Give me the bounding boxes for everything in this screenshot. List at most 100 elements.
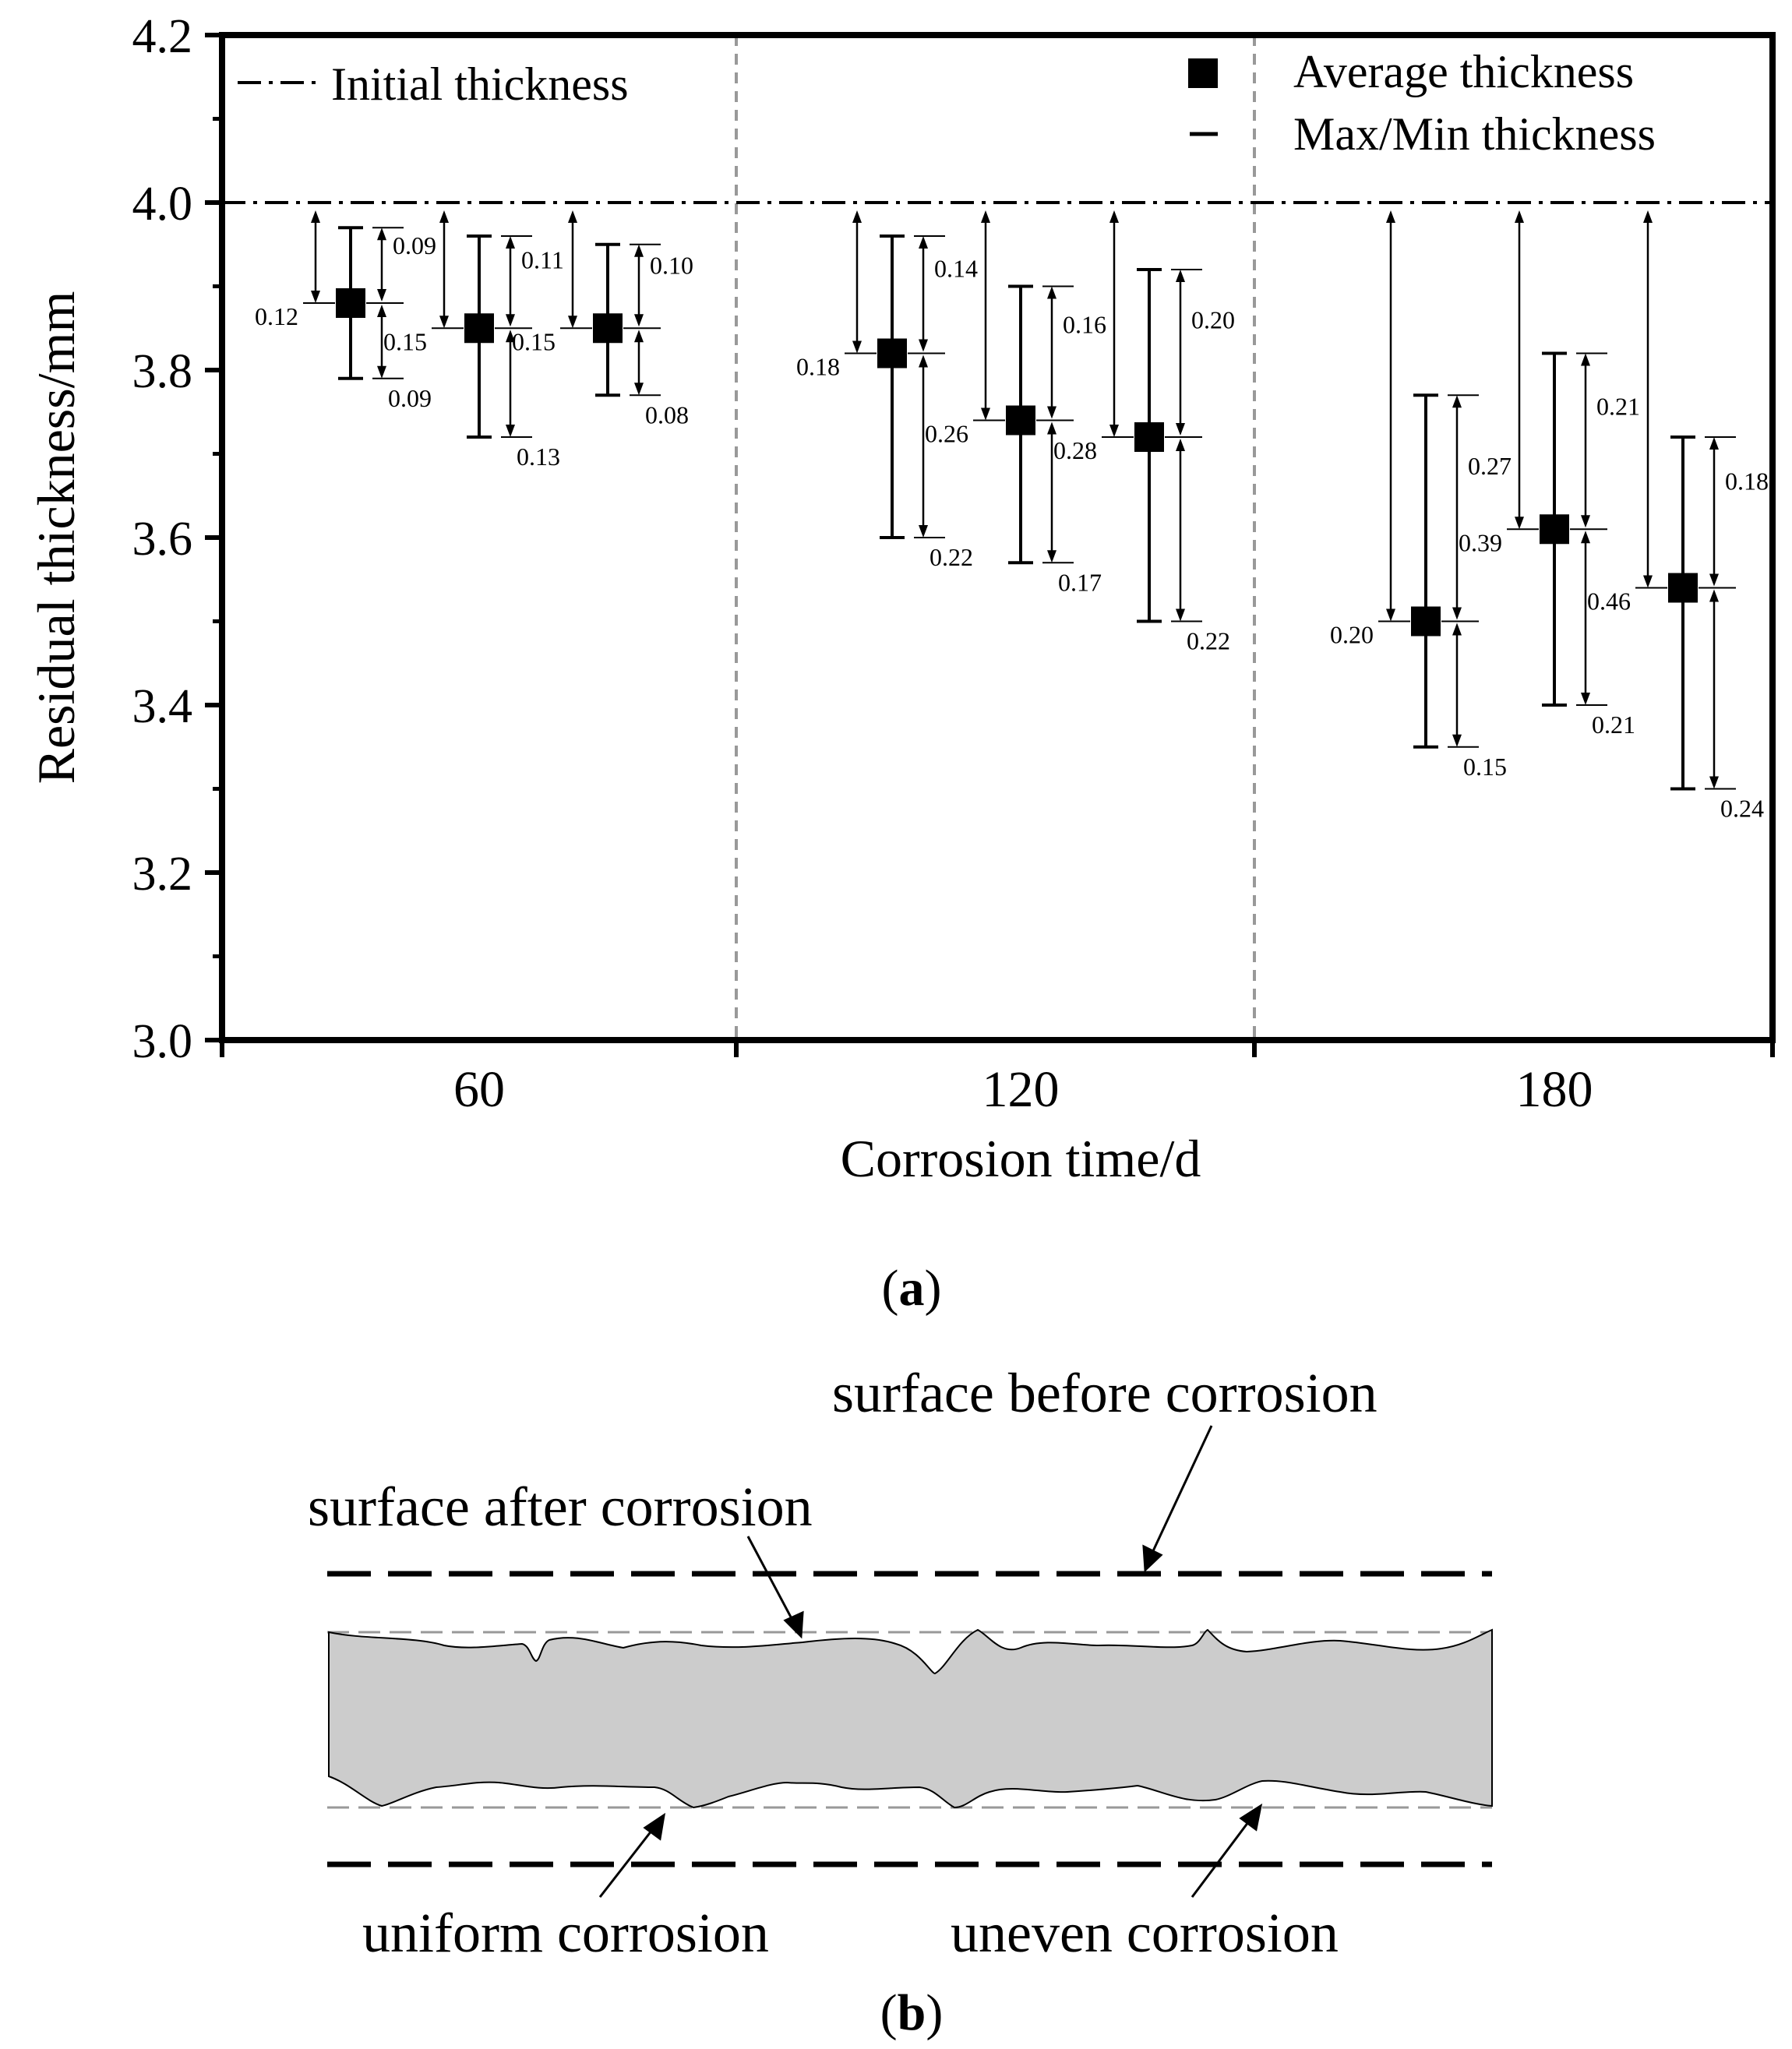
upper-deviation-label: 0.09 [393,231,436,259]
legend-maxmin-label: Max/Min thickness [1293,108,1656,160]
y-tick-label: 4.0 [132,178,193,231]
arrowhead-up [1386,210,1395,223]
double-arrow [919,354,928,538]
lower-deviation-label: 0.22 [1187,627,1230,655]
arrowhead-up [1176,439,1185,451]
arrowhead-down [1581,515,1590,528]
average-thickness-marker [877,338,907,369]
upper-deviation-label: 0.21 [1596,393,1640,421]
arrowhead-up [439,210,449,223]
arrowhead-up [981,210,990,223]
lower-deviation-label: 0.13 [517,443,560,471]
arrowhead-down [1709,776,1719,789]
arrowhead-up [634,330,644,343]
data-marks: 0.12 0.09 0.09 0.15 0.11 0.13 0.15 0.10 0.08 0.18… [255,210,1769,823]
arrowhead-up [377,305,386,317]
legend-initial-label: Initial thickness [331,58,629,110]
caption-a: (a) [882,1260,942,1317]
lower-deviation-label: 0.21 [1592,711,1635,739]
arrowhead-down [1709,573,1719,587]
average-thickness-marker [593,313,623,344]
arrowhead-up [1581,353,1590,366]
lower-deviation-label: 0.24 [1720,795,1764,823]
upper-deviation-label: 0.18 [1725,467,1769,495]
arrowhead-down [1109,425,1119,437]
sample-point-group: 0.12 0.09 0.09 [255,210,436,412]
upper-deviation-label: 0.20 [1191,305,1235,333]
lower-deviation-label: 0.15 [1463,753,1507,781]
double-arrow [1643,210,1653,588]
arrowhead-down [1176,423,1185,436]
arrowhead-down [1047,406,1057,419]
average-thickness-marker [1006,405,1035,436]
arrowhead-before [1142,1544,1163,1573]
arrowhead-uniform [643,1812,666,1841]
arrowhead-down [1386,608,1395,622]
arrowhead-down [506,425,515,437]
double-arrow [1176,270,1185,436]
arrowhead-up [1109,210,1119,223]
double-arrow [1709,589,1719,789]
double-arrow [1581,531,1590,705]
arrowhead-down [1643,575,1653,588]
y-tick-label: 3.0 [132,1015,193,1068]
arrowhead-up [1581,531,1590,544]
double-arrow [981,210,990,421]
double-arrow [1386,210,1395,622]
thickness-loss-label: 0.12 [255,302,298,330]
surface-before-label: surface before corrosion [832,1362,1378,1424]
plot-frame [219,32,1776,1043]
arrowhead-up [1643,210,1653,223]
arrowhead-up [852,210,862,223]
double-arrow [1176,439,1185,622]
arrowhead-down [377,365,386,379]
caption-b: (b) [880,1984,944,2041]
arrowhead-down [919,525,928,538]
double-arrow [634,330,644,396]
arrowhead-down [852,340,862,354]
arrowhead-down [311,291,320,303]
y-tick-label: 4.2 [132,10,193,63]
leader-line-uneven [1191,1818,1252,1898]
arrowhead-up [377,227,386,241]
arrowhead-down [568,316,577,329]
thickness-loss-label: 0.26 [925,420,968,448]
corroded-plate-section [328,1628,1493,1809]
arrowhead-up [311,210,320,223]
double-arrow [1109,210,1119,437]
y-tick-label: 3.8 [132,345,193,398]
arrowhead-down [1176,608,1185,622]
lower-deviation-label: 0.17 [1058,568,1102,596]
sample-point-group: 0.46 0.18 0.24 [1587,210,1769,823]
x-axis-title: Corrosion time/d [841,1129,1201,1188]
upper-deviation-label: 0.14 [934,255,978,283]
lower-deviation-label: 0.22 [930,543,973,571]
average-thickness-marker [1134,422,1164,452]
lower-deviation-label: 0.09 [388,384,432,412]
arrowhead-down [1047,550,1057,563]
thickness-loss-label: 0.20 [1330,621,1374,649]
arrowhead-down [1452,734,1462,747]
chart-panel-a: 0.12 0.09 0.09 0.15 0.11 0.13 0.15 0.10 0.08 0.18… [26,10,1776,1188]
arrowhead-up [919,354,928,368]
average-thickness-marker [464,313,494,344]
sample-point-group: 0.18 0.14 0.22 [796,210,978,571]
double-arrow [377,227,386,302]
caption-a-letter: a [899,1260,925,1317]
double-arrow [1452,622,1462,747]
average-thickness-marker [1411,606,1441,637]
double-arrow [1452,395,1462,620]
y-tick-label: 3.4 [132,680,193,733]
double-arrow [1047,286,1057,419]
arrowhead-down [1452,607,1462,620]
arrowhead-up [1452,395,1462,408]
caption-b-letter: b [898,1984,926,2041]
uneven-corrosion-label: uneven corrosion [951,1902,1339,1964]
arrowhead-up [1047,421,1057,435]
arrowhead-down [919,339,928,352]
double-arrow [1047,421,1057,563]
sample-point-group: 0.15 0.11 0.13 [383,210,564,471]
thickness-loss-label: 0.46 [1587,587,1631,615]
y-tick-label: 3.2 [132,848,193,901]
